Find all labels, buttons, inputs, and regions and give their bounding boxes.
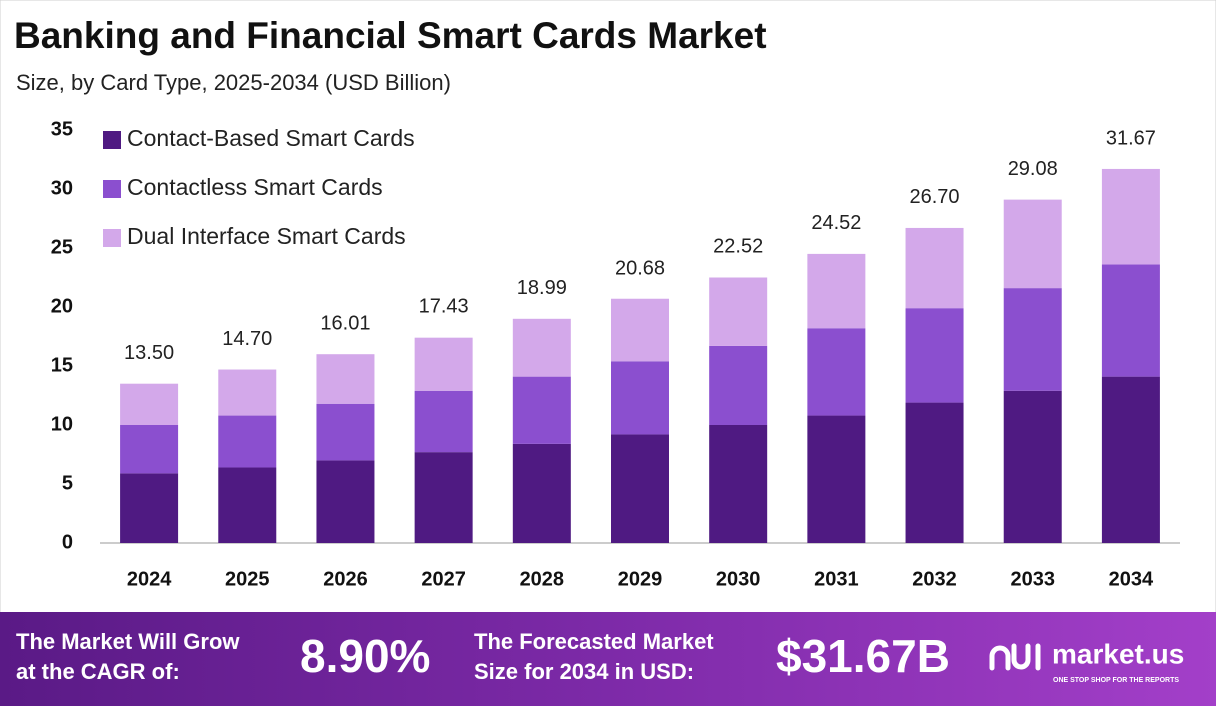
y-tick-label: 35 (51, 118, 73, 140)
legend-swatch (103, 180, 121, 198)
y-tick-label: 10 (51, 413, 73, 435)
x-tick-label: 2034 (1109, 568, 1154, 590)
bar-segment (1003, 199, 1062, 289)
y-tick-label: 15 (51, 354, 73, 376)
total-label: 31.67 (1106, 128, 1156, 150)
bar-segment (709, 345, 768, 425)
y-tick-label: 5 (62, 472, 73, 494)
legend-label: Contact-Based Smart Cards (127, 125, 415, 151)
bar-segment (1003, 390, 1062, 543)
bar-segment (218, 415, 277, 468)
x-tick-label: 2024 (127, 568, 172, 590)
bar-segment (905, 308, 964, 403)
total-label: 18.99 (517, 277, 567, 299)
legend-label: Contactless Smart Cards (127, 174, 383, 200)
bar-segment (512, 376, 571, 444)
brand-name: market.us (1052, 638, 1184, 669)
y-tick-label: 20 (51, 295, 73, 317)
bar-segment (709, 425, 768, 543)
legend-swatch (103, 131, 121, 149)
chart-title: Banking and Financial Smart Cards Market (14, 15, 767, 56)
brand-logo (989, 643, 1041, 671)
x-tick-label: 2032 (912, 568, 957, 590)
y-tick-label: 30 (51, 177, 73, 199)
cagr-value: 8.90% (300, 630, 430, 682)
x-tick-label: 2028 (520, 568, 565, 590)
chart-subtitle: Size, by Card Type, 2025-2034 (USD Billi… (16, 70, 451, 95)
bar-segment (414, 390, 473, 453)
bar-segment (611, 361, 669, 435)
bar-segment (316, 403, 375, 461)
bar-segment (414, 337, 473, 391)
x-tick-label: 2025 (225, 568, 270, 590)
legend-label: Dual Interface Smart Cards (127, 223, 406, 249)
bar-segment (316, 354, 375, 404)
forecast-value: $31.67B (776, 630, 950, 682)
total-label: 17.43 (419, 296, 469, 318)
cagr-label: The Market Will Grow (16, 629, 240, 654)
total-label: 24.52 (811, 212, 861, 234)
total-label: 13.50 (124, 342, 174, 364)
x-tick-label: 2031 (814, 568, 859, 590)
bar-segment (807, 415, 866, 543)
bar-segment (807, 253, 866, 329)
x-tick-label: 2026 (323, 568, 368, 590)
x-tick-label: 2030 (716, 568, 761, 590)
bar-segment (1101, 264, 1160, 377)
total-label: 14.70 (222, 328, 272, 350)
bar-segment (512, 443, 571, 543)
y-tick-label: 25 (51, 236, 73, 258)
bar-segment (905, 402, 964, 543)
total-label: 29.08 (1008, 158, 1058, 180)
y-tick-label: 0 (62, 531, 73, 553)
forecast-label: The Forecasted Market (474, 629, 714, 654)
x-tick-label: 2033 (1010, 568, 1055, 590)
bar-segment (218, 467, 277, 543)
bar-segment (316, 460, 375, 543)
x-tick-label: 2029 (618, 568, 663, 590)
bar-segment (512, 318, 571, 377)
total-label: 16.01 (320, 312, 370, 334)
bar-segment (1101, 168, 1160, 265)
bar-segment (414, 452, 473, 543)
bar-segment (120, 383, 179, 425)
bar-segment (905, 227, 964, 309)
bar-segment (709, 277, 768, 346)
cagr-label: at the CAGR of: (16, 659, 180, 684)
total-label: 20.68 (615, 257, 665, 279)
x-tick-label: 2027 (421, 568, 466, 590)
bar-segment (120, 425, 179, 474)
bar-segment (611, 434, 669, 543)
bar-segment (1003, 288, 1062, 391)
bar-segment (611, 298, 669, 362)
bar-segment (807, 328, 866, 416)
bar-segment (1101, 376, 1160, 543)
forecast-label: Size for 2034 in USD: (474, 659, 694, 684)
total-label: 26.70 (910, 186, 960, 208)
legend-swatch (103, 229, 121, 247)
bar-segment (218, 369, 277, 416)
brand-tagline: ONE STOP SHOP FOR THE REPORTS (1053, 677, 1179, 684)
bar-segment (120, 473, 179, 543)
total-label: 22.52 (713, 236, 763, 258)
